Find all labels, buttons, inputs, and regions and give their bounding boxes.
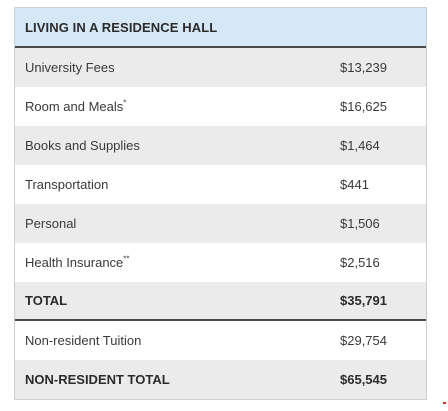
row-label: Health Insurance** — [25, 254, 130, 270]
total-value: $35,791 — [340, 293, 387, 308]
table-row: University Fees $13,239 — [15, 48, 426, 87]
nonresident-total-value: $65,545 — [340, 372, 387, 387]
cost-table: LIVING IN A RESIDENCE HALL University Fe… — [14, 7, 427, 400]
table-row: Health Insurance** $2,516 — [15, 243, 426, 282]
corner-mark — [443, 402, 446, 404]
row-label: Room and Meals* — [25, 98, 127, 114]
total-label: TOTAL — [25, 293, 68, 308]
tuition-value: $29,754 — [340, 333, 387, 348]
table-row: Personal $1,506 — [15, 204, 426, 243]
row-value: $1,506 — [340, 216, 380, 231]
row-value: $2,516 — [340, 255, 380, 270]
row-value: $441 — [340, 177, 369, 192]
nonresident-total-row: NON-RESIDENT TOTAL $65,545 — [15, 360, 426, 399]
total-row: TOTAL $35,791 — [15, 282, 426, 321]
table-row: Transportation $441 — [15, 165, 426, 204]
table-row: Room and Meals* $16,625 — [15, 87, 426, 126]
row-value: $13,239 — [340, 60, 387, 75]
row-label: Books and Supplies — [25, 138, 140, 153]
table-row: Books and Supplies $1,464 — [15, 126, 426, 165]
row-value: $1,464 — [340, 138, 380, 153]
table-header: LIVING IN A RESIDENCE HALL — [15, 8, 426, 48]
tuition-row: Non-resident Tuition $29,754 — [15, 321, 426, 360]
row-label: University Fees — [25, 60, 115, 75]
row-label: Transportation — [25, 177, 109, 192]
nonresident-total-label: NON-RESIDENT TOTAL — [25, 372, 170, 387]
row-value: $16,625 — [340, 99, 387, 114]
row-label: Personal — [25, 216, 77, 231]
tuition-label: Non-resident Tuition — [25, 333, 142, 348]
